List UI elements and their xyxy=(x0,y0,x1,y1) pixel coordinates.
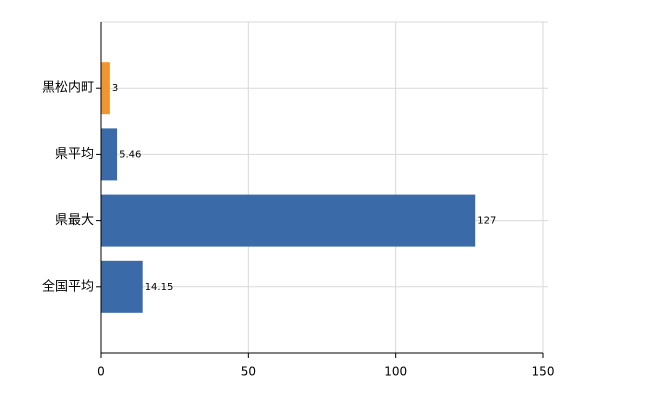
bar xyxy=(101,128,118,181)
bar xyxy=(101,62,110,115)
x-tick-label: 0 xyxy=(97,365,105,379)
x-tick-label: 150 xyxy=(532,365,555,379)
x-tick-label: 50 xyxy=(241,365,256,379)
value-label: 3 xyxy=(112,83,118,94)
y-tick-label: 県平均 xyxy=(55,147,94,162)
value-label: 127 xyxy=(477,216,496,227)
value-label: 14.15 xyxy=(145,282,174,293)
bar xyxy=(101,194,476,247)
y-tick-label: 黒松内町 xyxy=(42,80,94,96)
y-tick-label: 全国平均 xyxy=(42,278,94,294)
y-tick-label: 県最大 xyxy=(55,213,94,228)
bar xyxy=(101,260,143,313)
x-tick-label: 100 xyxy=(384,365,407,379)
value-label: 5.46 xyxy=(119,149,141,160)
